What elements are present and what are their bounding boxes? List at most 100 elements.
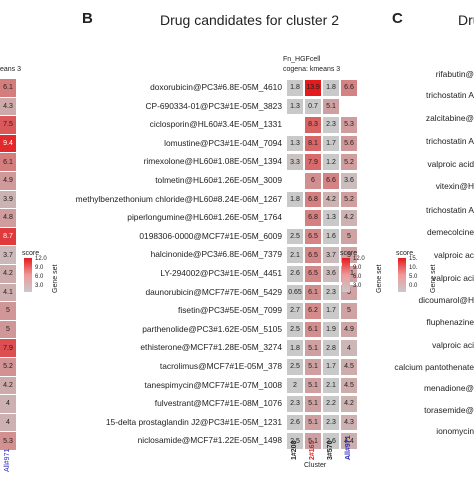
heatmap-cell: 2.7	[286, 302, 304, 320]
legend-tick-label: 6.0	[353, 274, 361, 280]
c-drug-row-label: rifabutin@	[436, 69, 474, 79]
c-drug-row-label: torasemide@	[424, 405, 474, 415]
drug-row-label: rimexolone@HL60#1.08E-05M_1394	[144, 156, 282, 166]
cluster-column-label: 1#208	[291, 441, 298, 460]
heatmap-cell: 6.1	[304, 284, 322, 302]
heatmap-cell: 2.8	[322, 339, 340, 357]
c-drug-row-label: vitexin@H	[436, 181, 474, 191]
heatmap-cell: 4.5	[340, 377, 358, 395]
c-drug-row-label: trichostatin A	[426, 90, 474, 100]
heatmap-cell: 6	[304, 172, 322, 190]
drug-row-label: methylbenzethonium chloride@HL60#8.24E-0…	[76, 194, 282, 204]
heatmap-cell: 5.2	[340, 191, 358, 209]
heatmap-cell: 6.5	[304, 265, 322, 283]
c-legend-tick: 10.	[409, 265, 417, 271]
drug-row-label: CP-690334-01@PC3#1E-05M_3823	[145, 101, 282, 111]
heatmap-cell: 1.7	[322, 135, 340, 153]
drug-row-label: ethisterone@MCF7#1.28E-05M_3274	[140, 342, 282, 352]
c-drug-row-label: valproic acid	[427, 159, 474, 169]
heatmap-cell: 8.1	[304, 135, 322, 153]
c-legend-tick: 5.0	[409, 274, 417, 280]
c-drug-row-label: valproic aci	[432, 340, 474, 350]
heatmap-cell: 1.6	[322, 228, 340, 246]
heatmap-cell: 5.1	[304, 414, 322, 432]
cogena-label: cogena: kmeans 3	[283, 66, 340, 73]
legend-tick-label: 9.0	[353, 265, 361, 271]
panel-c-title: Dru	[458, 12, 474, 28]
heatmap-cell: 8.3	[304, 116, 322, 134]
legend-tick-label: 3.0	[353, 283, 361, 289]
heatmap-cell: 2.1	[286, 246, 304, 264]
heatmap-cell: 6.8	[304, 191, 322, 209]
heatmap-cell: 6.1	[304, 321, 322, 339]
panel-c-letter: C	[392, 10, 403, 27]
legend-colorbar	[342, 258, 350, 292]
heatmap-cell: 2.6	[286, 265, 304, 283]
heatmap-cell: 2.2	[322, 395, 340, 413]
heatmap-cell: 3.7	[322, 246, 340, 264]
cluster-column-label: All#971	[345, 435, 352, 460]
heatmap-cell: 2.3	[322, 116, 340, 134]
drug-row-label: tolmetin@HL60#1.26E-05M_3009	[155, 175, 282, 185]
cluster-column-label: 3#570	[327, 441, 334, 460]
heatmap-cell: 4.2	[322, 191, 340, 209]
x-axis-label: Cluster	[304, 462, 326, 469]
heatmap-cell: 2.5	[286, 358, 304, 376]
heatmap-cell: 2.5	[286, 228, 304, 246]
heatmap-cell: 3.6	[322, 265, 340, 283]
heatmap-cell: 0.7	[304, 98, 322, 116]
heatmap-cell	[286, 116, 304, 134]
heatmap-cell: 7.9	[304, 153, 322, 171]
heatmap-cell: 5.1	[304, 358, 322, 376]
heatmap-cell: 1.8	[322, 79, 340, 97]
heatmap-cell: 13.9	[304, 79, 322, 97]
c-drug-row-label: trichostatin A	[426, 205, 474, 215]
heatmap-cell: 4.2	[340, 209, 358, 227]
heatmap-cell: 2.5	[286, 321, 304, 339]
drug-row-label: fisetin@PC3#5E-05M_7099	[178, 305, 282, 315]
heatmap-cell: 1.8	[286, 79, 304, 97]
heatmap-cell: 6.5	[304, 246, 322, 264]
heatmap-cell: 5.1	[304, 395, 322, 413]
c-drug-row-label: valproic ac	[434, 250, 474, 260]
c-legend-tick: 0.0	[409, 283, 417, 289]
heatmap-cell: 1.9	[322, 321, 340, 339]
heatmap-cell: 0.65	[286, 284, 304, 302]
c-drug-row-label: calcium pantothenate	[394, 362, 474, 372]
c-drug-row-label: menadione@	[424, 383, 474, 393]
heatmap-cell: 4.2	[340, 395, 358, 413]
c-drug-row-label: demecolcine	[427, 227, 474, 237]
c-drug-row-label: trichostatin A	[426, 136, 474, 146]
gene-set-axis: Gene set	[376, 293, 404, 300]
drug-row-label: 0198306-0000@MCF7#1E-05M_6009	[139, 231, 282, 241]
c-drug-row-label: dicoumarol@H	[418, 295, 474, 305]
heatmap-cell: 2.1	[322, 377, 340, 395]
heatmap-cell: 2.6	[286, 414, 304, 432]
heatmap-cell: 5.1	[304, 339, 322, 357]
c-drug-row-label: valproic aci	[432, 273, 474, 283]
c-drug-row-label: fluphenazine	[427, 317, 474, 327]
heatmap-cell: 2.3	[322, 414, 340, 432]
heatmap-cell: 3.6	[340, 172, 358, 190]
c-drug-row-label: zalcitabine@	[426, 113, 474, 123]
heatmap-cell	[340, 98, 358, 116]
heatmap-cell	[286, 172, 304, 190]
heatmap-cell: 6.8	[304, 209, 322, 227]
drug-row-label: tanespimycin@MCF7#1E-07M_1008	[145, 380, 282, 390]
heatmap-cell: 2	[286, 377, 304, 395]
heatmap-cell: 1.3	[322, 209, 340, 227]
heatmap-cell: 3.3	[286, 153, 304, 171]
heatmap-cell: 1.3	[286, 135, 304, 153]
heatmap-cell: 1.3	[286, 98, 304, 116]
drug-row-label: piperlongumine@HL60#1.26E-05M_1764	[127, 212, 282, 222]
drug-row-label: 15-delta prostaglandin J2@PC3#1E-05M_123…	[106, 417, 282, 427]
heatmap-cell: 4.5	[340, 358, 358, 376]
heatmap-cell: 1.8	[286, 339, 304, 357]
heatmap-cell: 6.2	[304, 302, 322, 320]
heatmap-cell: 6.6	[340, 79, 358, 97]
drug-row-label: daunorubicin@MCF7#7E-06M_5429	[145, 287, 282, 297]
drug-row-label: ciclosporin@HL60#3.4E-05M_1331	[150, 119, 282, 129]
heatmap-cell: 5.2	[340, 153, 358, 171]
drug-row-label: parthenolide@PC3#1.62E-05M_5105	[142, 324, 282, 334]
